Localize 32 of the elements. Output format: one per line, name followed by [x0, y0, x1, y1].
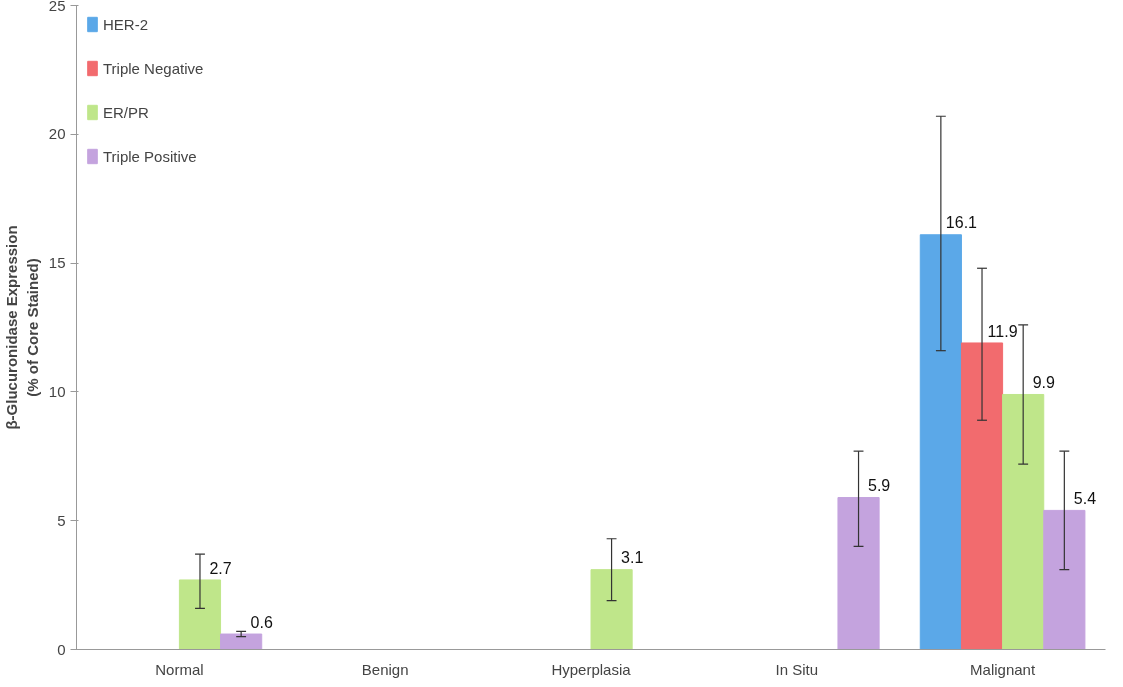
x-tick-label: In Situ: [775, 660, 819, 678]
bar: [1043, 509, 1086, 650]
y-axis-title: β-Glucuronidase Expression (% of Core Stained): [3, 225, 41, 430]
data-label: 11.9: [987, 322, 1018, 340]
data-label: 5.9: [868, 477, 891, 495]
y-tick-label: 20: [48, 125, 66, 143]
legend-label: ER/PR: [103, 103, 149, 121]
data-label: 5.4: [1073, 489, 1097, 507]
data-label: 9.9: [1032, 374, 1055, 392]
x-tick-label: Normal: [155, 660, 204, 678]
x-tick-label: Malignant: [970, 660, 1036, 678]
x-tick-label: Benign: [361, 660, 409, 678]
bar: [837, 497, 880, 650]
bar: [919, 234, 962, 650]
bar: [1002, 393, 1045, 650]
legend-label: Triple Negative: [103, 59, 204, 77]
y-tick-label: 10: [48, 382, 66, 400]
bar: [178, 579, 222, 650]
bar: [960, 342, 1004, 650]
y-tick-label: 5: [57, 511, 66, 529]
data-label: 16.1: [945, 214, 978, 232]
bar: [590, 569, 633, 650]
x-tick-label: Hyperplasia: [551, 660, 632, 678]
legend-label: Triple Positive: [103, 147, 197, 165]
data-label: 3.1: [621, 549, 644, 567]
data-label: 2.7: [209, 559, 232, 577]
legend-label: HER-2: [103, 15, 149, 33]
bar: [220, 633, 263, 650]
data-label: 0.6: [250, 613, 273, 631]
y-tick-label: 0: [57, 640, 66, 658]
y-tick-label: 25: [48, 0, 66, 14]
y-tick-label: 15: [48, 254, 66, 272]
